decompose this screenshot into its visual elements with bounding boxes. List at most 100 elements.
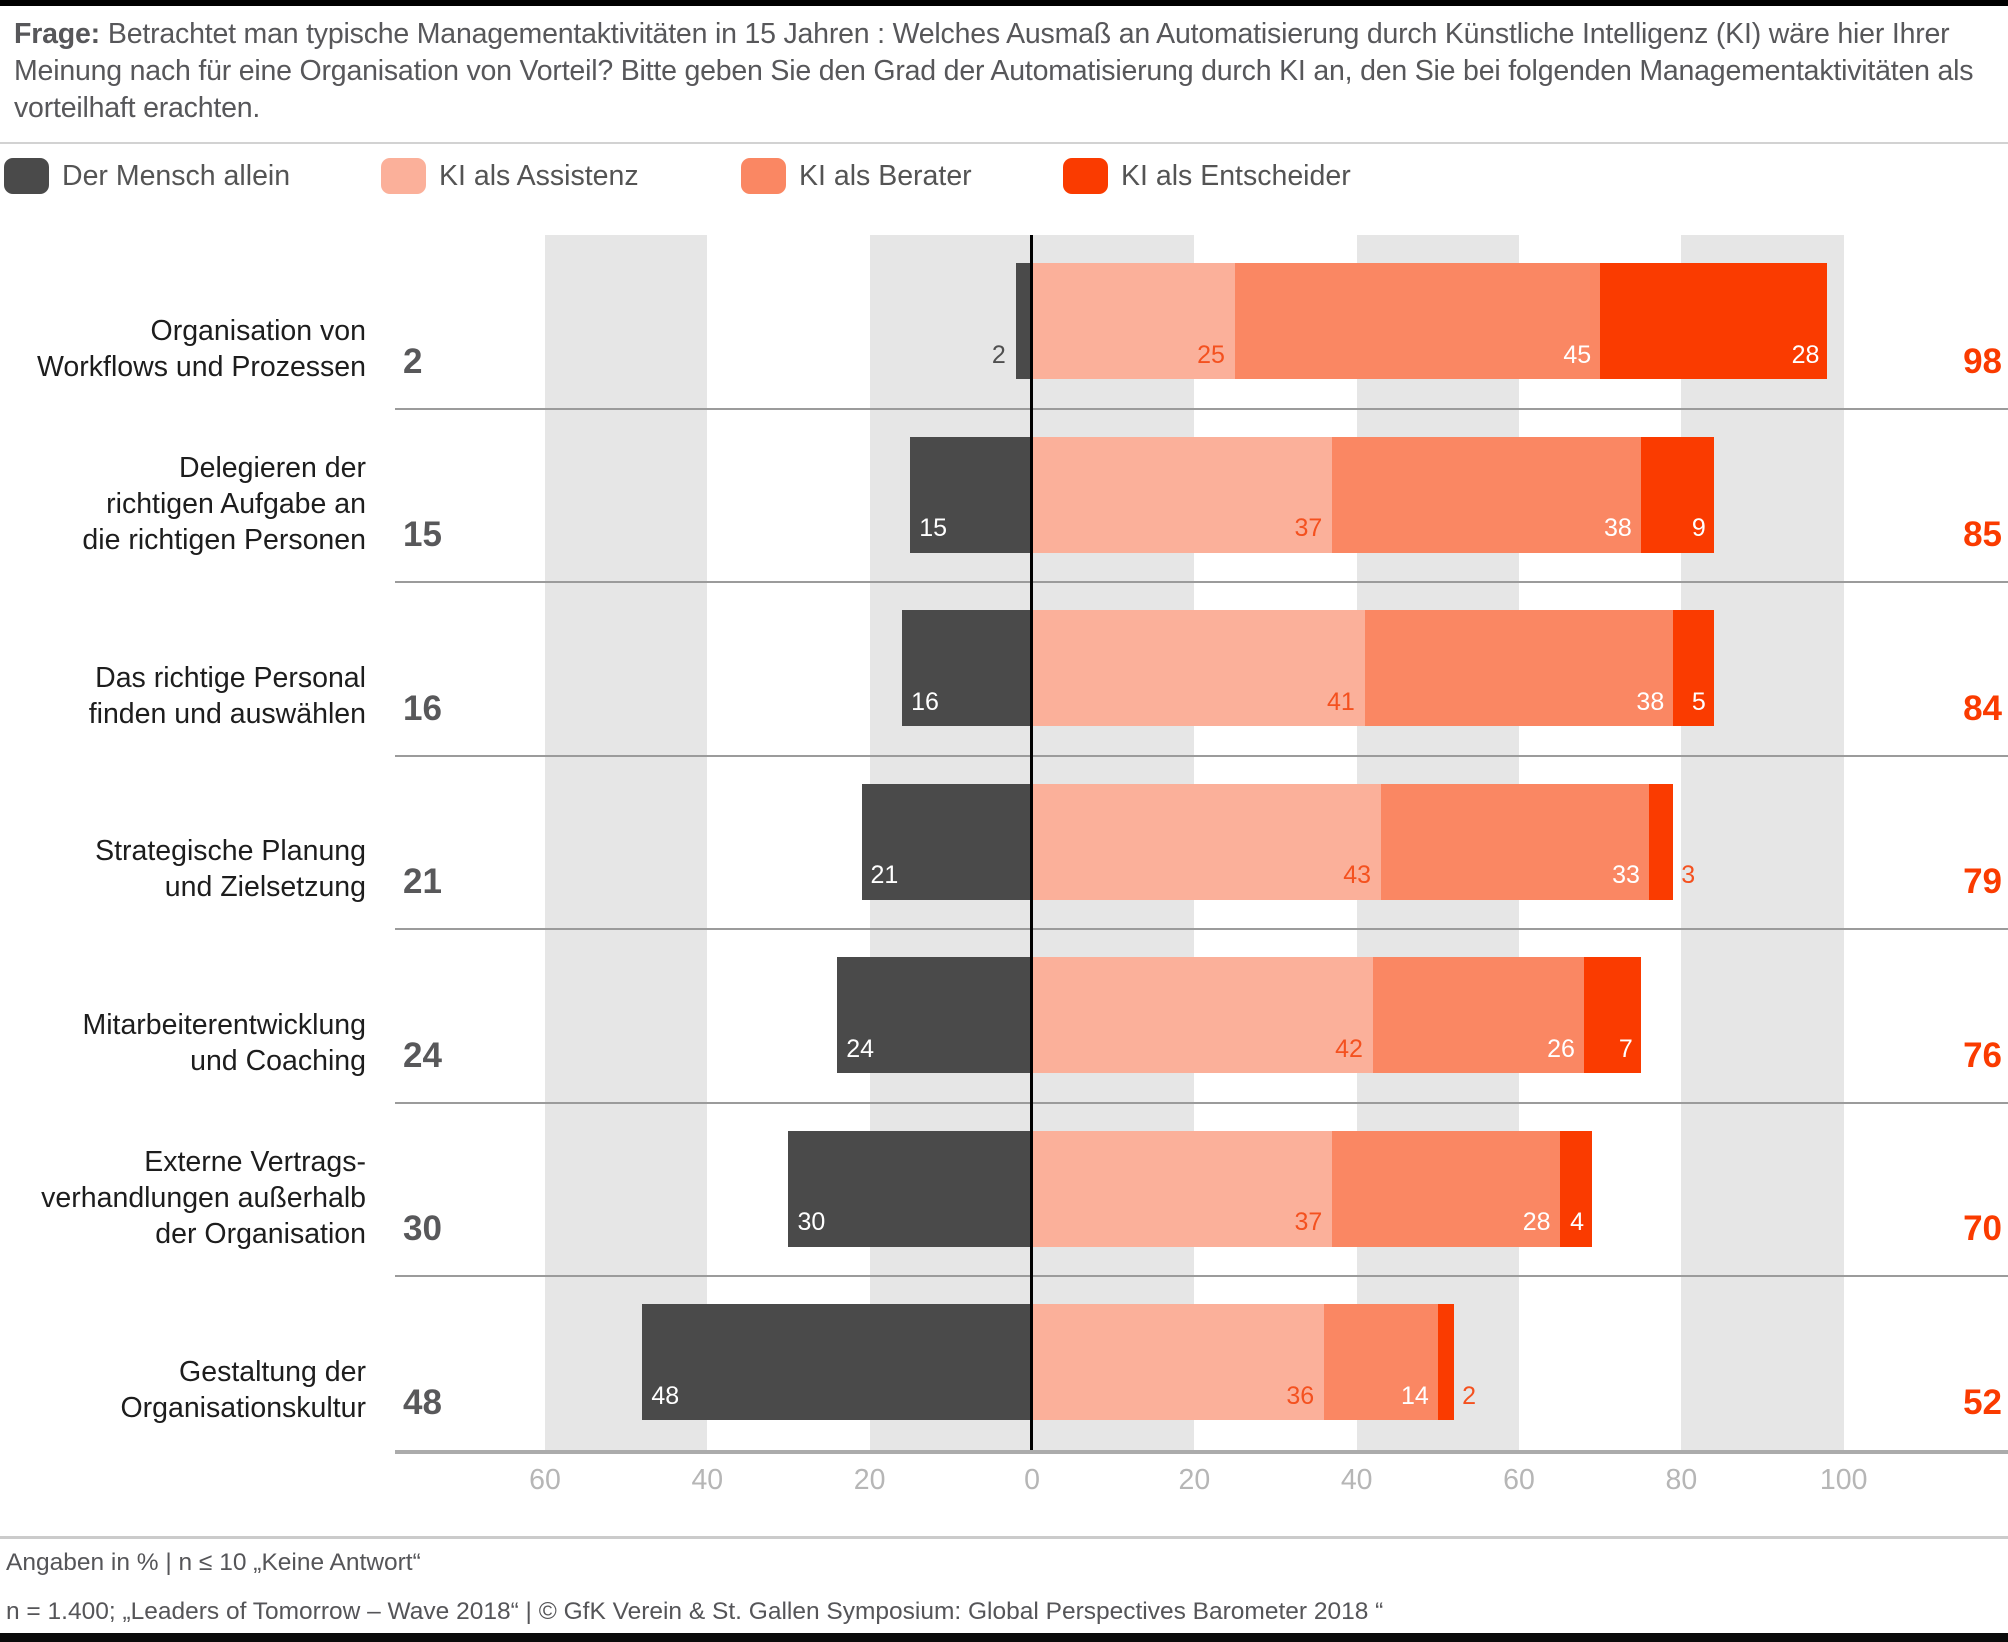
bottom-black-bar <box>0 1633 2008 1642</box>
chart-question-title: Frage: Betrachtet man typische Management… <box>14 16 2000 127</box>
value-mensch: 2 <box>991 340 1006 369</box>
stacked-bar <box>861 783 1674 900</box>
chart-row: Strategische Planung und Zielsetzung 21 21 4… <box>0 756 2008 931</box>
question-text: Betrachtet man typische Managementaktivi… <box>14 18 1974 124</box>
value-mensch: 16 <box>911 687 939 716</box>
value-assistenz: 37 <box>1294 514 1323 543</box>
category-label-line: der Organisation <box>155 1218 366 1251</box>
category-label-line: finden und auswählen <box>88 697 366 730</box>
category-label-line: und Zielsetzung <box>164 871 366 904</box>
footer-source: n = 1.400; „Leaders of Tomorrow – Wave 2… <box>6 1598 1384 1625</box>
bar-segment-mensch <box>642 1304 1032 1421</box>
mensch-value-left: 16 <box>403 688 442 728</box>
mensch-value-left: 15 <box>403 515 442 555</box>
footer-note: Angaben in % | n ≤ 10 „Keine Antwort“ <box>6 1549 421 1576</box>
legend-swatch-berater <box>741 158 786 194</box>
category-label: Organisation von Workflows und Prozessen <box>0 313 366 385</box>
legend-item-entscheider: KI als Entscheider <box>1063 158 1351 194</box>
ki-total-right: 79 <box>1963 862 2002 902</box>
value-assistenz: 41 <box>1326 687 1355 716</box>
chart-row: Externe Vertrags-verhandlungen außerhalb… <box>0 1103 2008 1278</box>
bar-segment-berater <box>1381 783 1649 900</box>
title-legend-divider <box>0 142 2008 144</box>
stacked-bar <box>1015 263 1828 379</box>
chart-row: Organisation von Workflows und Prozessen 2… <box>0 235 2008 410</box>
mensch-value-left: 30 <box>403 1209 442 1249</box>
bar-segment-entscheider <box>1559 1130 1593 1247</box>
legend-item-mensch: Der Mensch allein <box>4 158 290 194</box>
x-tick-label: 40 <box>1340 1464 1373 1496</box>
row-separator <box>395 754 2008 757</box>
value-entscheider: 9 <box>1691 514 1706 543</box>
legend-label-entscheider: KI als Entscheider <box>1121 159 1351 192</box>
value-berater: 33 <box>1612 861 1640 890</box>
row-separator <box>395 407 2008 410</box>
category-label-line: und Coaching <box>190 1044 366 1077</box>
bar-segment-assistenz <box>1031 957 1373 1074</box>
bar-segment-berater <box>1332 436 1641 553</box>
x-tick-label: 0 <box>1024 1464 1040 1496</box>
category-label: Gestaltung der Organisationskultur <box>0 1354 366 1426</box>
bar-segment-entscheider <box>1437 1304 1455 1421</box>
value-berater: 14 <box>1401 1382 1429 1411</box>
stacked-bar <box>837 957 1641 1074</box>
x-tick-label: 100 <box>1819 1464 1868 1496</box>
stacked-bar <box>910 436 1714 553</box>
stacked-bar <box>902 610 1714 727</box>
ki-total-right: 52 <box>1963 1383 2002 1423</box>
row-separator <box>395 1275 2008 1278</box>
value-mensch: 48 <box>651 1382 680 1411</box>
bar-segment-mensch <box>1015 263 1032 379</box>
x-tick-label: 80 <box>1665 1464 1698 1496</box>
mensch-value-left: 21 <box>403 862 442 902</box>
category-label-line: Externe Vertrags- <box>144 1146 366 1179</box>
bar-segment-berater <box>1372 957 1584 1074</box>
bar-segment-mensch <box>861 783 1032 900</box>
x-axis-line <box>395 1450 2008 1454</box>
x-tick-label: 20 <box>1178 1464 1211 1496</box>
value-entscheider: 5 <box>1691 687 1706 716</box>
value-berater: 38 <box>1636 687 1665 716</box>
chart-row: Delegieren der richtigen Aufgabe an die ri… <box>0 409 2008 584</box>
stacked-bar <box>642 1304 1455 1421</box>
category-label: Delegieren der richtigen Aufgabe an die ri… <box>0 450 366 558</box>
mensch-value-left: 2 <box>403 341 423 381</box>
x-tick-label: 60 <box>529 1464 561 1496</box>
x-tick-label: 20 <box>853 1464 886 1496</box>
value-entscheider: 28 <box>1791 340 1820 369</box>
chart-row: Das richtige Personal finden und auswähle… <box>0 582 2008 757</box>
grid-band <box>544 235 708 1450</box>
bar-segment-entscheider <box>1583 957 1641 1074</box>
bar-segment-assistenz <box>1031 263 1235 379</box>
value-entscheider: 3 <box>1681 861 1696 890</box>
legend-swatch-entscheider <box>1063 158 1108 194</box>
bar-segment-assistenz <box>1031 610 1365 727</box>
category-label-line: Gestaltung der <box>179 1356 366 1389</box>
bar-segment-mensch <box>837 957 1032 1074</box>
bar-segment-mensch <box>910 436 1032 553</box>
mensch-value-left: 24 <box>403 1035 442 1075</box>
category-label: Mitarbeiterentwicklung und Coaching <box>0 1007 366 1079</box>
value-mensch: 30 <box>797 1208 826 1237</box>
value-berater: 26 <box>1547 1034 1575 1063</box>
value-assistenz: 37 <box>1294 1208 1323 1237</box>
value-berater: 38 <box>1603 514 1632 543</box>
ki-total-right: 84 <box>1963 688 2002 728</box>
bar-segment-mensch <box>788 1130 1032 1247</box>
category-label-line: die richtigen Personen <box>82 524 366 557</box>
ki-total-right: 70 <box>1963 1209 2002 1249</box>
value-assistenz: 42 <box>1335 1034 1363 1063</box>
x-tick-label: 60 <box>1503 1464 1535 1496</box>
top-black-bar <box>0 0 2008 6</box>
mensch-value-left: 48 <box>403 1383 442 1423</box>
row-separator <box>395 928 2008 931</box>
bar-segment-assistenz <box>1031 436 1333 553</box>
x-tick-label: 40 <box>691 1464 724 1496</box>
category-label-line: Mitarbeiterentwicklung <box>82 1008 366 1041</box>
category-label-line: Das richtige Personal <box>95 661 366 694</box>
value-mensch: 21 <box>870 861 899 890</box>
value-assistenz: 25 <box>1197 340 1225 369</box>
category-label: Externe Vertrags-verhandlungen außerhalb… <box>0 1144 366 1252</box>
bar-segment-entscheider <box>1648 783 1674 900</box>
bar-segment-assistenz <box>1031 1304 1325 1421</box>
